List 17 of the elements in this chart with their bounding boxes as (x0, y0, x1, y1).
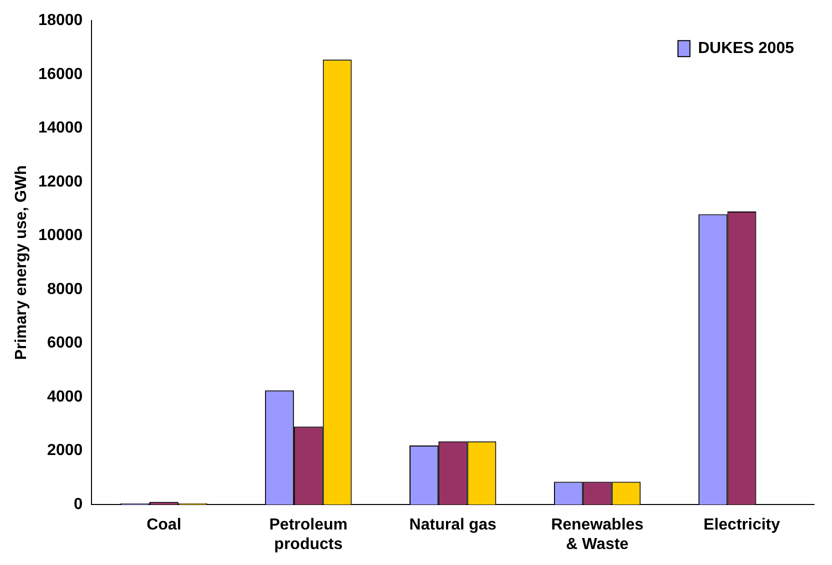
x-tick-label: Natural gas (409, 516, 497, 534)
y-tick-label: 6000 (47, 334, 83, 352)
y-tick-label: 18000 (38, 12, 83, 30)
y-axis-title: Primary energy use, GWh (13, 165, 30, 360)
y-tick-label: 0 (74, 496, 83, 514)
y-tick-label: 14000 (38, 120, 83, 137)
x-tick-label: Petroleum products (269, 516, 348, 553)
y-tick-label: 2000 (47, 442, 83, 460)
y-tick-label: 4000 (47, 388, 83, 406)
x-tick-label: Renewables & Waste (551, 516, 644, 553)
x-tick-label: Electricity (704, 516, 780, 534)
y-tick-label: 10000 (38, 227, 83, 244)
x-tick-label: Coal (146, 516, 182, 534)
y-tick-label: 16000 (38, 66, 83, 83)
legend-label: DUKES 2005 (698, 40, 794, 58)
y-tick-label: 8000 (47, 280, 83, 298)
y-tick-label: 12000 (38, 173, 83, 190)
